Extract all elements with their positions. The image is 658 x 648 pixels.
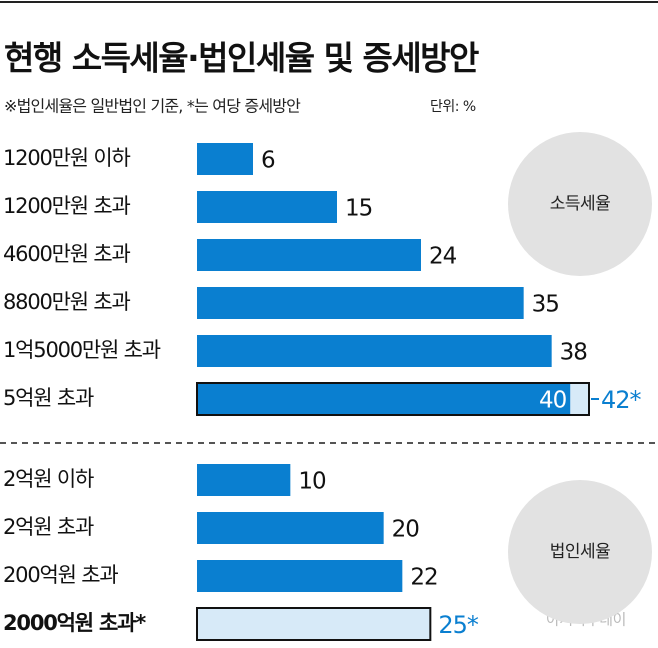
- value-label: 35: [532, 292, 559, 318]
- category-label: 1200만원 초과: [3, 194, 130, 218]
- value-label: 6: [261, 148, 275, 174]
- value-label: 38: [560, 340, 588, 366]
- chart-title: 현행 소득세율·법인세율 및 증세방안: [4, 39, 479, 78]
- unit: 단위: %: [430, 99, 476, 115]
- category-label: 2000억원 초과*: [3, 611, 146, 635]
- group-label: 법인세율: [550, 542, 611, 562]
- bar: [197, 287, 524, 319]
- group-circle: [508, 132, 652, 276]
- value-label: 22: [410, 565, 437, 591]
- bar: [197, 464, 291, 496]
- value-label: 20: [392, 517, 420, 543]
- proposed-outline: [196, 382, 590, 416]
- category-label: 1억5000만원 초과: [3, 338, 161, 362]
- subtitle: ※법인세율은 일반법인 기준, *는 여당 증세방안: [4, 97, 301, 116]
- value-label: 40: [539, 388, 567, 414]
- proposed-outline: [196, 607, 432, 641]
- proposed-bar: [570, 383, 589, 415]
- bar: [197, 239, 421, 271]
- category-label: 1200만원 이하: [3, 146, 130, 170]
- group-circle: [508, 480, 652, 624]
- bar: [197, 383, 571, 415]
- category-label: 5억원 초과: [3, 386, 94, 410]
- proposed-value-label: 25*: [438, 611, 479, 639]
- bar: [197, 512, 384, 544]
- value-label: 15: [345, 196, 372, 222]
- bar: [197, 335, 552, 367]
- value-label: 10: [298, 469, 326, 495]
- bar: [197, 560, 403, 592]
- proposed-value-label: 42*: [601, 386, 642, 414]
- category-label: 4600만원 초과: [3, 242, 130, 266]
- bar: [197, 191, 337, 223]
- value-label: 24: [429, 244, 457, 270]
- category-label: 200억원 초과: [3, 563, 118, 587]
- category-label: 8800만원 초과: [3, 290, 130, 314]
- category-label: 2억원 이하: [3, 467, 94, 491]
- group-label: 소득세율: [550, 194, 611, 214]
- proposed-bar: [197, 608, 431, 640]
- bar: [197, 143, 253, 175]
- category-label: 2억원 초과: [3, 515, 94, 539]
